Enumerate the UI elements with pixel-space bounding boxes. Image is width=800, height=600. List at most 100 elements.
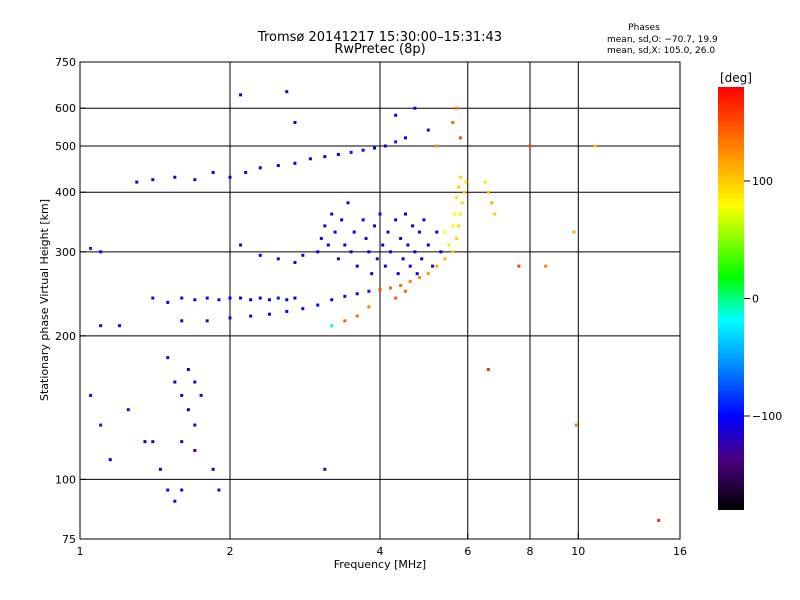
- x-tick-label: 4: [377, 545, 384, 558]
- y-tick-label: 75: [62, 533, 76, 546]
- data-point: [330, 298, 334, 302]
- colorbar-ticks: 100 0 −100: [744, 175, 782, 423]
- y-tick-label: 100: [55, 473, 76, 486]
- data-point: [415, 272, 419, 276]
- data-point: [258, 166, 262, 170]
- data-point: [486, 190, 490, 194]
- data-point: [319, 236, 323, 240]
- data-point: [258, 253, 262, 257]
- data-point: [528, 144, 532, 148]
- data-point: [426, 243, 430, 247]
- data-point: [301, 307, 305, 311]
- data-point: [239, 296, 243, 300]
- data-point: [173, 499, 177, 503]
- data-point: [285, 298, 289, 302]
- data-point: [333, 230, 337, 234]
- data-point: [483, 180, 487, 184]
- data-point: [435, 264, 439, 268]
- data-point: [89, 393, 93, 397]
- data-point: [205, 296, 209, 300]
- data-point: [126, 408, 130, 412]
- data-point: [99, 250, 103, 254]
- data-point: [293, 260, 297, 264]
- data-point: [239, 243, 243, 247]
- data-point: [228, 175, 232, 179]
- data-point: [173, 380, 177, 384]
- data-point: [205, 319, 209, 323]
- x-tick-label: 2: [227, 545, 234, 558]
- data-point: [193, 178, 197, 182]
- data-point: [490, 201, 494, 205]
- data-point: [435, 144, 439, 148]
- data-point: [323, 467, 327, 471]
- data-point: [367, 289, 371, 293]
- data-point: [99, 324, 103, 328]
- data-point: [349, 250, 353, 254]
- data-point: [186, 408, 190, 412]
- data-point: [413, 250, 417, 254]
- y-axis-label: Stationary phase Virtual Height [km]: [38, 199, 51, 401]
- data-point: [193, 448, 197, 452]
- data-point: [378, 212, 382, 216]
- data-point: [349, 150, 353, 154]
- data-point: [355, 314, 359, 318]
- data-point: [199, 393, 203, 397]
- data-point: [406, 243, 410, 247]
- data-point: [389, 250, 393, 254]
- colorbar: [718, 87, 744, 510]
- y-tick-label: 500: [55, 140, 76, 153]
- data-point: [316, 303, 320, 307]
- legend-title: Phases: [628, 23, 660, 33]
- data-point: [285, 90, 289, 94]
- data-point: [403, 136, 407, 140]
- data-point: [544, 264, 548, 268]
- data-point: [364, 236, 368, 240]
- grid-lines: [80, 62, 680, 539]
- data-point: [394, 218, 398, 222]
- data-point: [403, 212, 407, 216]
- data-point: [308, 157, 312, 161]
- data-point: [343, 319, 347, 323]
- data-point: [464, 180, 468, 184]
- data-point: [657, 519, 661, 523]
- data-point: [451, 224, 455, 228]
- data-point: [343, 294, 347, 298]
- y-tick-label: 750: [55, 56, 76, 69]
- data-points: [89, 90, 661, 523]
- data-point: [370, 272, 374, 276]
- data-point: [455, 195, 459, 199]
- data-point: [399, 283, 403, 287]
- chart-subtitle: RwPretec (8p): [334, 42, 425, 57]
- chart-title: Tromsø 20141217 15:30:00–15:31:43: [257, 30, 502, 45]
- data-point: [186, 367, 190, 371]
- data-point: [249, 298, 253, 302]
- data-point: [193, 298, 197, 302]
- data-point: [193, 380, 197, 384]
- data-point: [151, 440, 155, 444]
- data-point: [462, 190, 466, 194]
- data-point: [455, 106, 459, 110]
- data-point: [330, 324, 334, 328]
- data-point: [301, 253, 305, 257]
- data-point: [447, 243, 451, 247]
- data-point: [457, 185, 461, 189]
- data-point: [439, 250, 443, 254]
- data-point: [367, 305, 371, 309]
- data-point: [211, 467, 215, 471]
- data-point: [361, 218, 365, 222]
- data-point: [180, 393, 184, 397]
- data-point: [326, 243, 330, 247]
- data-point: [258, 296, 262, 300]
- y-tick-label: 300: [55, 246, 76, 259]
- data-point: [180, 296, 184, 300]
- data-point: [293, 161, 297, 165]
- data-point: [151, 178, 155, 182]
- data-point: [217, 298, 221, 302]
- data-point: [375, 257, 379, 261]
- data-point: [386, 230, 390, 234]
- data-point: [458, 175, 462, 179]
- data-point: [217, 488, 221, 492]
- data-point: [408, 264, 412, 268]
- data-point: [453, 212, 457, 216]
